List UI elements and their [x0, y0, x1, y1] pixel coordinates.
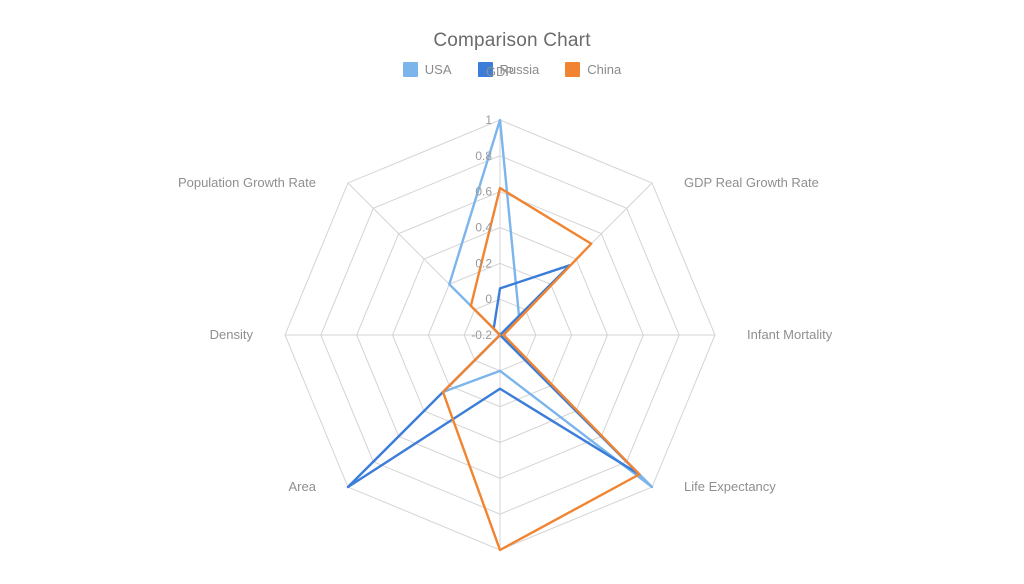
axis-label-infant-mortality: Infant Mortality [747, 327, 833, 342]
legend-item-china[interactable]: China [565, 62, 621, 77]
series-polygon-russia[interactable] [346, 264, 641, 489]
legend-label-russia: Russia [499, 62, 540, 77]
radial-tick-label: -0.2 [471, 328, 492, 342]
axis-label-gdp: GDP [486, 64, 514, 79]
axis-label-population-growth-rate: Population Growth Rate [178, 175, 316, 190]
radial-tick-label: 0.4 [475, 221, 492, 235]
radar-tick-labels: 1 0.8 0.6 0.4 0.2 0 -0.2 [471, 113, 492, 342]
page-title: Comparison Chart [433, 30, 591, 51]
radar-series-layer [346, 118, 654, 552]
radial-tick-label: 1 [485, 113, 492, 127]
chart-legend: USA Russia China [0, 62, 1024, 77]
radar-axis-labels: GDP GDP Real Growth Rate Infant Mortality L… [178, 64, 833, 494]
axis-label-density: Density [210, 327, 254, 342]
axis-label-life-expectancy: Life Expectancy [684, 479, 776, 494]
legend-item-usa[interactable]: USA [402, 62, 452, 77]
legend-item-russia[interactable]: Russia [477, 62, 540, 77]
radial-tick-label: 0.2 [475, 256, 492, 270]
series-polygon-china[interactable] [441, 186, 641, 552]
legend-swatch-usa [402, 62, 418, 77]
radial-tick-label: 0.8 [475, 149, 492, 163]
axis-label-gdp-real-growth-rate: GDP Real Growth Rate [684, 175, 819, 190]
legend-swatch-russia [477, 62, 493, 77]
radial-tick-label: 0 [485, 292, 492, 306]
axis-label-area: Area [289, 479, 317, 494]
legend-label-usa: USA [424, 62, 452, 77]
legend-swatch-china [565, 62, 581, 77]
radial-tick-label: 0.6 [475, 185, 492, 199]
legend-label-china: China [587, 62, 622, 77]
